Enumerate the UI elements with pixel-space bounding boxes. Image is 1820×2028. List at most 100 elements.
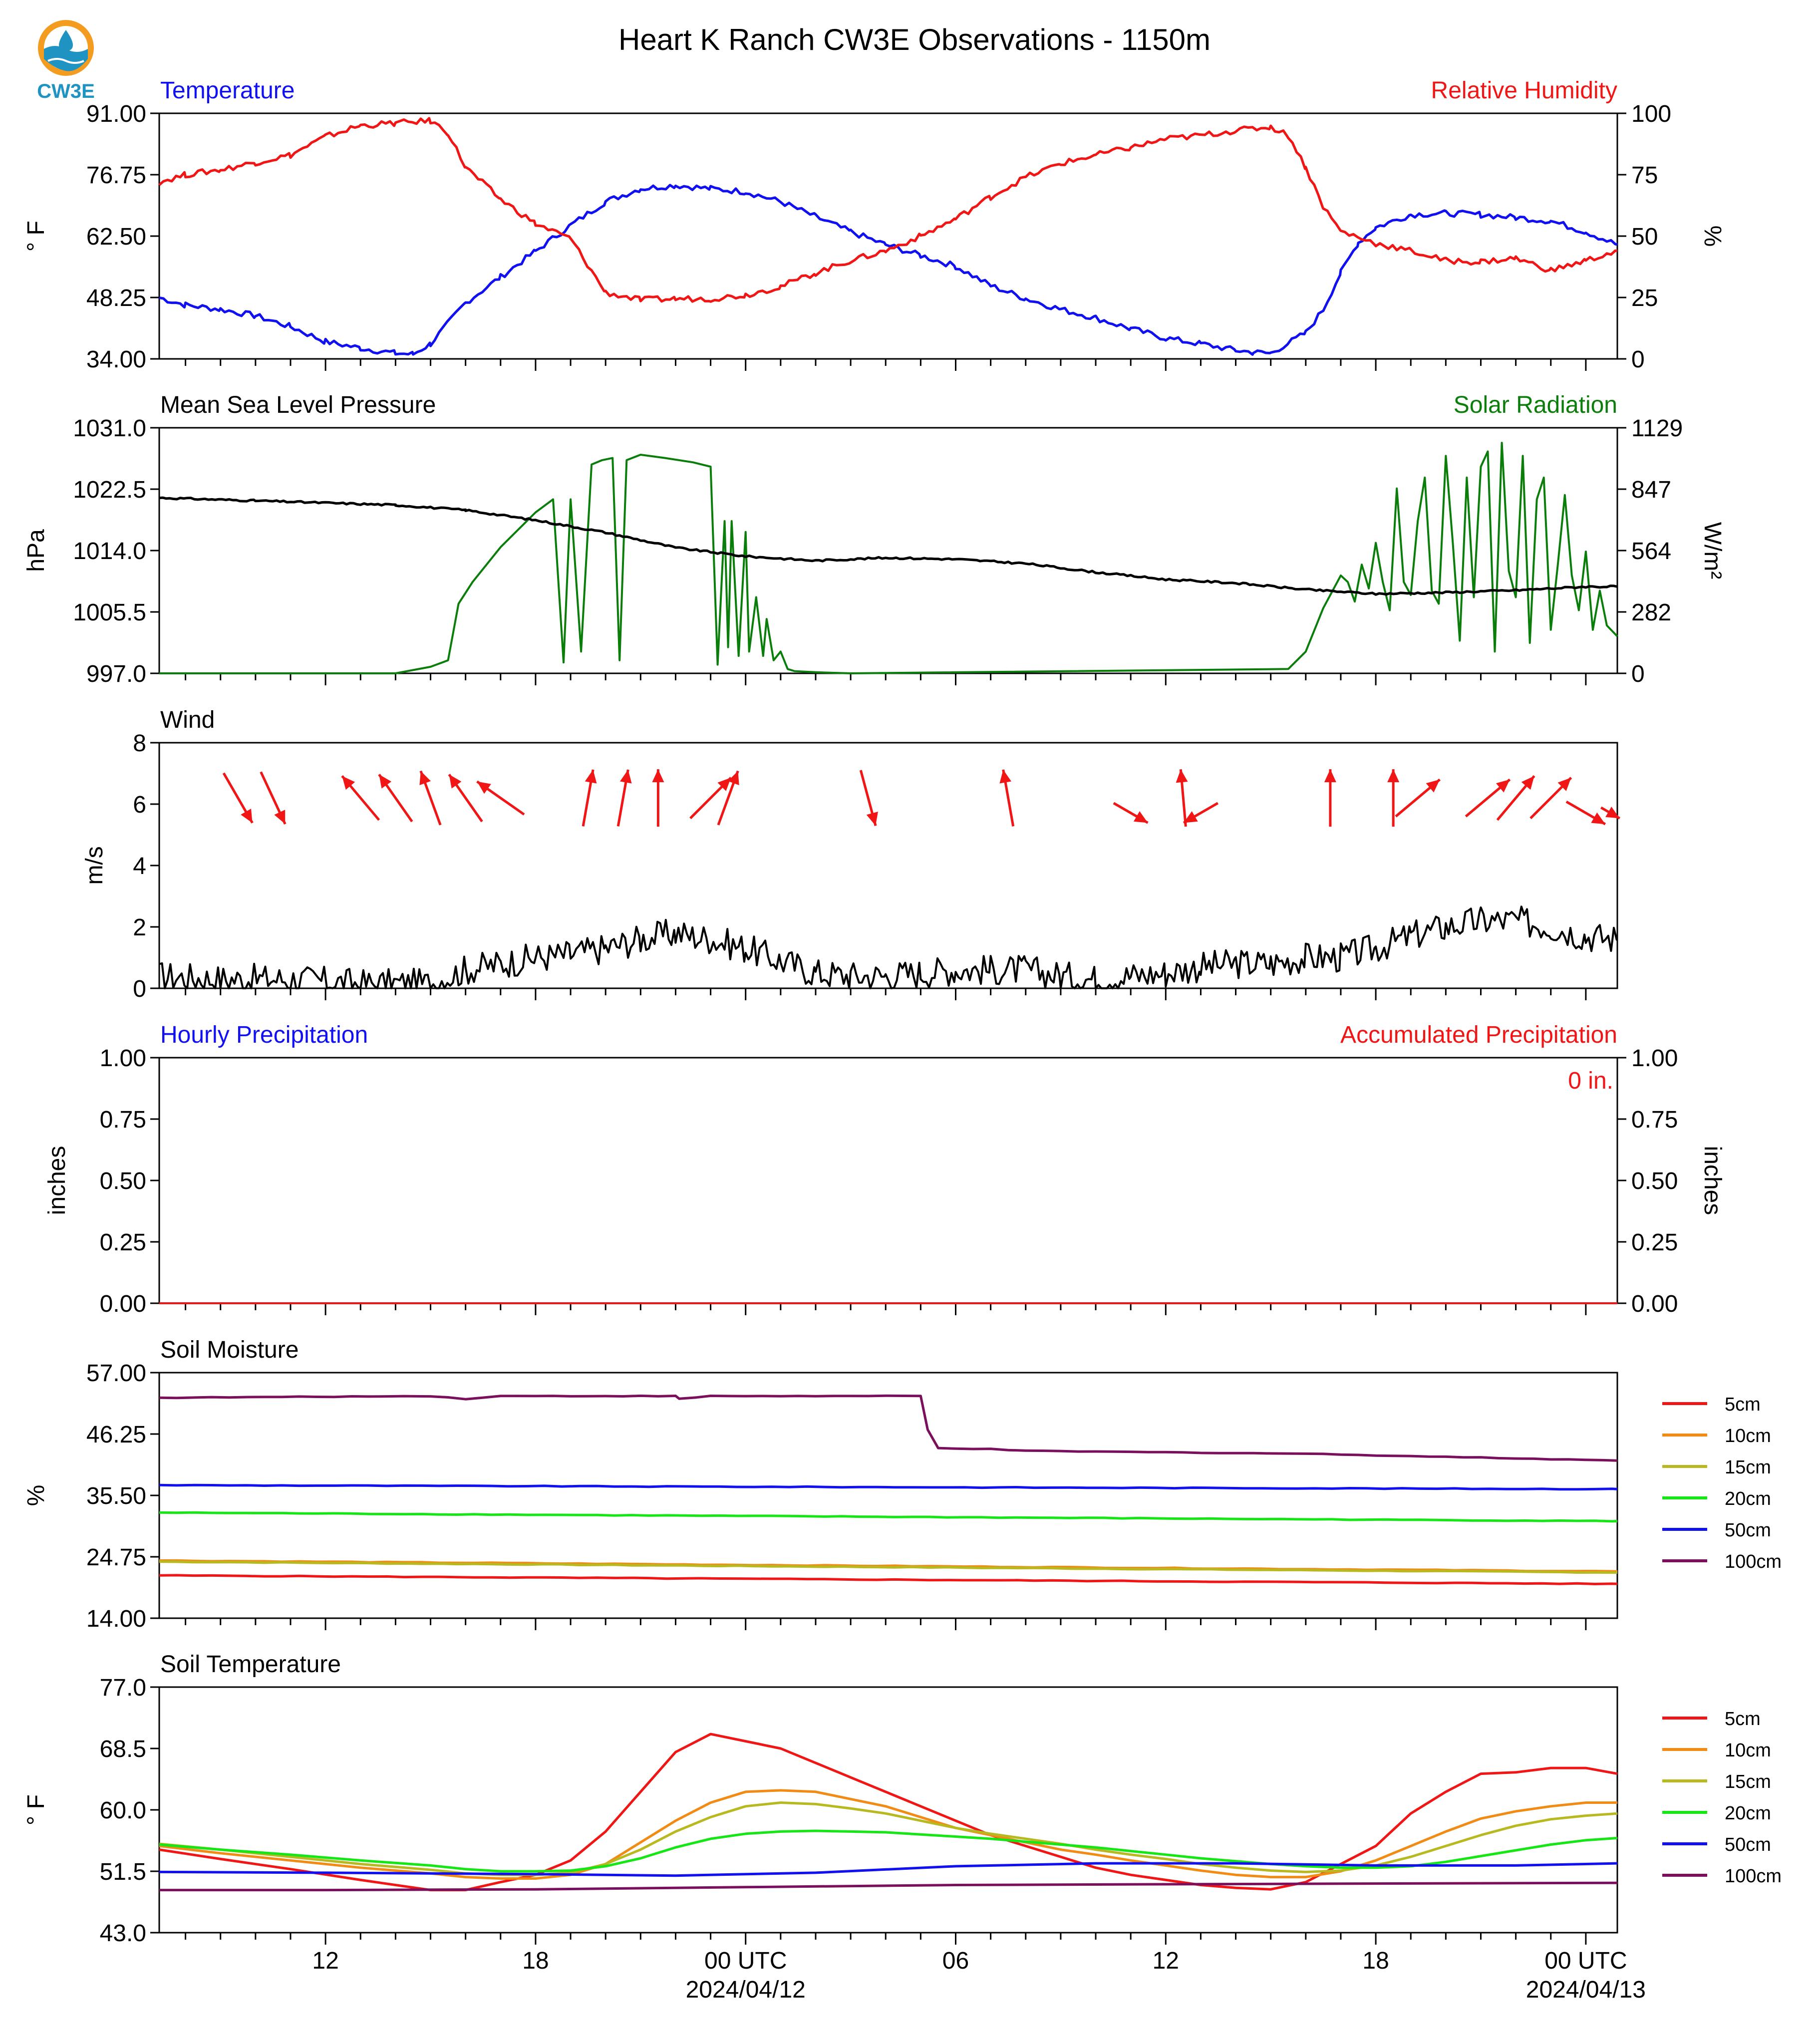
wind-arrow-head xyxy=(619,769,632,784)
wind-arrow xyxy=(1496,775,1535,821)
y2-axis-label: W/m² xyxy=(1699,522,1726,579)
y2-tick-label: 0.00 xyxy=(1631,1291,1678,1317)
plot-frame xyxy=(158,112,1618,360)
y2-tick-label: 75 xyxy=(1631,162,1658,189)
y-tick-label: 35.50 xyxy=(86,1483,146,1509)
wind-arrow xyxy=(419,770,442,826)
y-tick-label: 91.00 xyxy=(86,101,146,127)
y-tick-label: 0.25 xyxy=(100,1229,146,1256)
plot-frame xyxy=(158,742,1618,989)
wind-arrow xyxy=(616,769,632,827)
y-tick-label: 2 xyxy=(133,914,146,941)
panel-pressure-solar: Mean Sea Level Pressure Solar Radiation 99… xyxy=(23,392,1726,687)
wind-arrow xyxy=(1565,801,1606,826)
x-tick-label: 18 xyxy=(1362,1948,1389,1974)
series-line-relative-humidity xyxy=(158,117,1618,303)
y-tick-label: 68.5 xyxy=(100,1736,146,1762)
wind-arrow-head xyxy=(728,771,739,786)
legend-label: 10cm xyxy=(1725,1740,1771,1761)
wind-arrow-head xyxy=(342,776,355,790)
y-tick-label: 77.0 xyxy=(100,1675,146,1701)
y-tick-label: 24.75 xyxy=(86,1544,146,1571)
wind-arrow-head xyxy=(999,769,1012,784)
y-axis-label: hPa xyxy=(23,529,49,572)
y-tick-label: 6 xyxy=(133,792,146,818)
legend-label: 15cm xyxy=(1725,1457,1771,1478)
y-tick-label: 62.50 xyxy=(86,224,146,250)
plot-frame xyxy=(158,1057,1618,1304)
y-tick-label: 0.75 xyxy=(100,1107,146,1133)
logo-text: CW3E xyxy=(37,80,95,102)
wind-arrow-head xyxy=(449,774,462,789)
y2-tick-label: 0.75 xyxy=(1631,1107,1678,1133)
wind-arrow xyxy=(476,780,525,816)
legend: 5cm 10cm 15cm 20cm 50cm 100cm xyxy=(1662,1394,1782,1572)
panel-temperature-rh: Temperature Relative Humidity 34.00 48.25 62… xyxy=(23,77,1726,373)
x-date-label: 2024/04/13 xyxy=(1526,1977,1646,2003)
y2-tick-label: 0.25 xyxy=(1631,1229,1678,1256)
wind-arrow-head xyxy=(419,771,431,786)
panel-title-right: Relative Humidity xyxy=(1431,77,1617,104)
wind-arrow-head xyxy=(1591,812,1605,825)
wind-arrow-head xyxy=(1176,769,1188,783)
panel-title-left: Mean Sea Level Pressure xyxy=(160,392,436,418)
panel-title-left: Hourly Precipitation xyxy=(160,1022,368,1048)
y-tick-label: 14.00 xyxy=(86,1606,146,1632)
wind-arrow xyxy=(999,769,1015,827)
x-tick-label: 06 xyxy=(942,1948,969,1974)
wind-arrow xyxy=(1387,769,1400,827)
series-line-50cm xyxy=(159,1483,1618,1491)
panel-title-left: Soil Temperature xyxy=(160,1651,341,1678)
y2-axis-label: inches xyxy=(1699,1146,1726,1215)
series-line-20cm xyxy=(159,1511,1618,1523)
legend-label: 5cm xyxy=(1725,1709,1761,1730)
panel-title-left: Wind xyxy=(160,707,215,733)
legend: 5cm 10cm 15cm 20cm 50cm 100cm xyxy=(1662,1709,1782,1887)
wind-arrow-head xyxy=(379,774,392,789)
x-tick-label: 00 UTC xyxy=(1544,1948,1627,1974)
wind-arrow-head xyxy=(274,810,286,824)
wind-arrow xyxy=(1183,802,1218,824)
panel-title-right: Solar Radiation xyxy=(1454,392,1617,418)
panel-precipitation: Hourly Precipitation Accumulated Precipit… xyxy=(44,1022,1726,1317)
figure-title: Heart K Ranch CW3E Observations - 1150m xyxy=(618,23,1211,56)
x-tick-label: 12 xyxy=(1153,1948,1179,1974)
x-tick-label: 12 xyxy=(312,1948,338,1974)
y-axis-label: ° F xyxy=(23,221,49,252)
y-tick-label: 4 xyxy=(133,853,146,879)
panel-title-right: Accumulated Precipitation xyxy=(1340,1022,1617,1048)
series-line-temperature xyxy=(159,184,1618,356)
y-tick-label: 997.0 xyxy=(86,661,146,687)
y-tick-label: 1005.5 xyxy=(73,599,146,626)
wind-arrow xyxy=(652,769,664,827)
panel-soil-temperature: Soil Temperature 43.0 51.5 60.0 68.5 77.0 ° F 5… xyxy=(23,1651,1782,1947)
wind-arrow-head xyxy=(1521,776,1534,790)
y2-tick-label: 25 xyxy=(1631,285,1658,311)
chart-panels: Temperature Relative Humidity34.0048.2562… xyxy=(23,77,1782,2003)
wind-arrow-head xyxy=(652,769,664,783)
y-tick-label: 46.25 xyxy=(86,1422,146,1448)
x-tick-label: 18 xyxy=(522,1948,549,1974)
wind-arrow xyxy=(859,770,878,826)
y-tick-label: 57.00 xyxy=(86,1360,146,1387)
series-line-15cm xyxy=(159,1560,1618,1574)
wind-arrow xyxy=(689,777,732,820)
x-date-label: 2024/04/12 xyxy=(686,1977,806,2003)
wind-arrow-head xyxy=(1496,779,1510,793)
y2-axis-label: % xyxy=(1699,226,1726,247)
wind-arrow xyxy=(341,775,380,821)
x-axis: 12 18 00 UTC 06 12 18 00 UTC 2024/04/12 2024/04/… xyxy=(312,1948,1646,2003)
wind-arrow xyxy=(1465,778,1511,818)
wind-arrow-head xyxy=(1557,777,1571,791)
y-axis-label: inches xyxy=(44,1146,70,1215)
panel-wind: Wind 0 2 4 6 8 m/s xyxy=(81,707,1620,1002)
y2-tick-label: 100 xyxy=(1631,101,1671,127)
y2-tick-label: 564 xyxy=(1631,538,1671,565)
legend-label: 50cm xyxy=(1725,1520,1771,1541)
wind-arrow xyxy=(1113,802,1149,824)
legend-label: 10cm xyxy=(1725,1426,1771,1447)
series-line-50cm xyxy=(159,1862,1618,1877)
wind-arrow-head xyxy=(241,809,253,823)
wind-arrow xyxy=(378,774,413,823)
y-tick-label: 8 xyxy=(133,730,146,757)
